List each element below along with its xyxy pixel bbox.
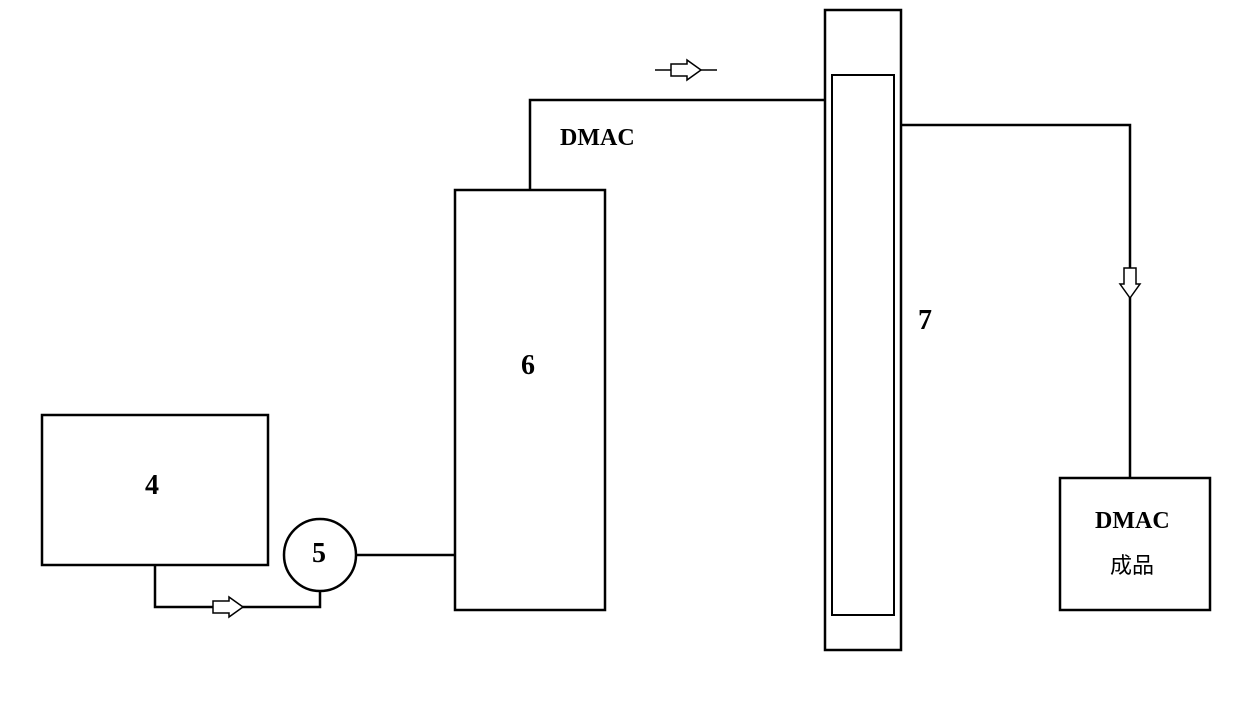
- label-4: 4: [145, 470, 159, 502]
- flow-arrow-icon: [197, 597, 259, 617]
- column-7-outer: [825, 10, 901, 650]
- pipe-4-to-5: [155, 565, 320, 607]
- flow-arrow-icon: [655, 60, 717, 80]
- product-box: [1060, 478, 1210, 610]
- diagram-canvas: [0, 0, 1240, 707]
- label-dmac-product-2: 成品: [1110, 548, 1154, 580]
- column-6: [455, 190, 605, 610]
- label-dmac-top: DMAC: [560, 125, 635, 152]
- label-7: 7: [918, 305, 932, 337]
- label-6: 6: [521, 350, 535, 382]
- label-5: 5: [312, 538, 326, 570]
- flow-arrow-icon: [1120, 252, 1140, 314]
- pipe-7-to-product: [901, 125, 1130, 478]
- label-dmac-product-1: DMAC: [1095, 508, 1170, 535]
